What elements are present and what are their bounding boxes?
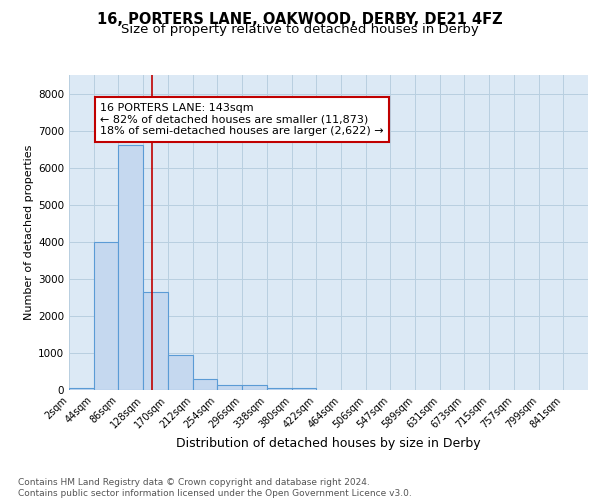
Bar	[267, 388, 292, 390]
Bar	[217, 385, 242, 390]
Bar	[242, 385, 267, 390]
Text: 16, PORTERS LANE, OAKWOOD, DERBY, DE21 4FZ: 16, PORTERS LANE, OAKWOOD, DERBY, DE21 4…	[97, 12, 503, 28]
Text: Size of property relative to detached houses in Derby: Size of property relative to detached ho…	[121, 22, 479, 36]
Bar	[69, 388, 94, 390]
Bar	[94, 242, 118, 390]
X-axis label: Distribution of detached houses by size in Derby: Distribution of detached houses by size …	[176, 437, 481, 450]
Y-axis label: Number of detached properties: Number of detached properties	[24, 145, 34, 320]
Bar	[292, 388, 316, 390]
Bar	[193, 379, 217, 390]
Bar	[143, 292, 168, 390]
Bar	[168, 355, 193, 390]
Text: 16 PORTERS LANE: 143sqm
← 82% of detached houses are smaller (11,873)
18% of sem: 16 PORTERS LANE: 143sqm ← 82% of detache…	[100, 103, 384, 136]
Bar	[118, 146, 143, 390]
Text: Contains HM Land Registry data © Crown copyright and database right 2024.
Contai: Contains HM Land Registry data © Crown c…	[18, 478, 412, 498]
